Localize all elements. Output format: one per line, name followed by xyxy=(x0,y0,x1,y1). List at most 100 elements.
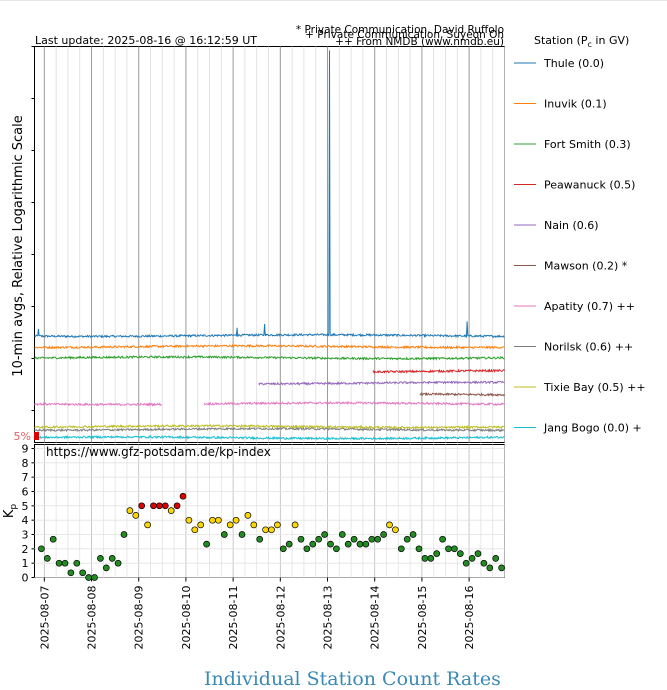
kp-point xyxy=(132,512,140,519)
station-series-line xyxy=(34,343,505,350)
kp-point xyxy=(55,559,63,567)
kp-point xyxy=(409,531,417,538)
kp-y-tick-label: 5 xyxy=(22,500,29,513)
legend-label: Tixie Bay (0.5) ++ xyxy=(543,381,646,394)
kp-point xyxy=(215,516,222,524)
legend-label: Jang Bogo (0.0) + xyxy=(543,422,642,435)
station-legend: Station (Pc in GV) Thule (0.0) Inuvik (0.… xyxy=(514,34,646,435)
kp-point xyxy=(498,564,505,572)
station-y-ticks xyxy=(31,46,35,411)
kp-x-tick-label: 2025-08-16 xyxy=(463,586,476,650)
kp-point xyxy=(427,555,435,562)
kp-point xyxy=(397,545,405,553)
kp-point xyxy=(97,555,104,562)
station-panel: 5% 10-min avgs, Relative Logarithmic Sca… xyxy=(11,46,505,443)
station-series-line xyxy=(419,391,505,397)
station-count-rates-link[interactable]: Individual Station Count Rates xyxy=(204,668,501,690)
station-series-line xyxy=(34,50,505,339)
kp-point xyxy=(480,559,488,567)
kp-point xyxy=(356,540,364,548)
kp-point xyxy=(73,559,81,567)
kp-point xyxy=(368,535,376,543)
kp-y-tick-label: 6 xyxy=(22,486,29,499)
kp-grid xyxy=(34,444,505,578)
kp-point xyxy=(120,531,128,538)
kp-point xyxy=(250,521,258,529)
kp-point xyxy=(156,502,163,510)
note-nmdb: ++ From NMDB (www.nmdb.eu) xyxy=(335,36,504,48)
kp-point xyxy=(421,555,429,562)
kp-point xyxy=(279,545,287,553)
kp-x-ticks: 2025-08-07 2025-08-08 2025-08-09 2025-08-10… xyxy=(38,577,476,650)
kp-x-tick-label: 2025-08-15 xyxy=(416,586,429,650)
kp-point xyxy=(49,535,57,543)
kp-point xyxy=(403,535,411,543)
kp-point xyxy=(462,559,470,567)
kp-x-tick-label: 2025-08-10 xyxy=(180,586,193,650)
kp-point xyxy=(150,502,157,510)
kp-point xyxy=(256,535,264,543)
station-grid xyxy=(43,46,505,443)
station-series-line xyxy=(34,354,505,361)
kp-x-tick-label: 2025-08-08 xyxy=(86,586,99,650)
legend-label: Fort Smith (0.3) xyxy=(544,138,631,151)
kp-point xyxy=(274,521,281,529)
threshold-label: 5% xyxy=(14,430,31,443)
kp-point xyxy=(297,535,305,543)
legend-label: Mawson (0.2) * xyxy=(544,260,628,273)
kp-point xyxy=(220,531,228,538)
kp-point xyxy=(392,526,399,534)
kp-y-tick-label: 0 xyxy=(22,572,29,585)
kp-point xyxy=(344,540,352,548)
kp-point xyxy=(114,559,122,567)
kp-point xyxy=(161,502,169,510)
kp-point xyxy=(179,492,187,500)
kp-x-tick-label: 2025-08-09 xyxy=(133,586,146,650)
kp-point xyxy=(138,502,146,510)
kp-x-tick-label: 2025-08-13 xyxy=(322,586,335,650)
kp-y-tick-label: 3 xyxy=(22,529,29,542)
legend-title: Station (Pc in GV) xyxy=(534,34,629,49)
kp-x-tick-label: 2025-08-12 xyxy=(274,586,287,650)
legend-label: Peawanuck (0.5) xyxy=(544,179,635,192)
kp-point xyxy=(79,569,87,577)
kp-point xyxy=(474,550,482,557)
kp-point xyxy=(232,516,240,524)
kp-point xyxy=(433,550,441,557)
kp-x-tick-label: 2025-08-11 xyxy=(227,586,240,650)
kp-point xyxy=(185,516,193,524)
station-series-line xyxy=(34,423,505,430)
kp-point xyxy=(197,521,205,529)
kp-point xyxy=(108,555,116,562)
legend-items: Thule (0.0) Inuvik (0.1) Fort Smith (0.3) P… xyxy=(514,57,646,435)
kp-point xyxy=(61,559,69,567)
kp-point xyxy=(167,507,175,514)
kp-y-tick-label: 7 xyxy=(22,471,29,484)
kp-point xyxy=(445,545,452,553)
kp-point xyxy=(126,507,134,514)
kp-point xyxy=(456,550,464,557)
kp-points xyxy=(38,492,505,581)
kp-y-tick-label: 9 xyxy=(22,443,29,456)
kp-point xyxy=(327,540,334,548)
kp-y-tick-label: 8 xyxy=(22,457,29,470)
kp-point xyxy=(238,531,246,538)
kp-point xyxy=(291,521,299,529)
legend-label: Inuvik (0.1) xyxy=(544,98,607,111)
kp-point xyxy=(209,516,216,524)
kp-y-tick-label: 2 xyxy=(22,543,29,556)
kp-point xyxy=(43,555,51,562)
kp-source-annotation: https://www.gfz-potsdam.de/kp-index xyxy=(46,445,271,459)
last-update-text: Last update: 2025-08-16 @ 16:12:59 UT xyxy=(35,34,257,47)
kp-point xyxy=(362,540,370,548)
kp-point xyxy=(333,545,340,553)
kp-point xyxy=(309,540,317,548)
kp-point xyxy=(492,555,500,562)
kp-point xyxy=(85,574,92,581)
threshold-marker xyxy=(34,432,39,440)
station-series-line xyxy=(258,380,505,386)
kp-point xyxy=(415,545,423,553)
